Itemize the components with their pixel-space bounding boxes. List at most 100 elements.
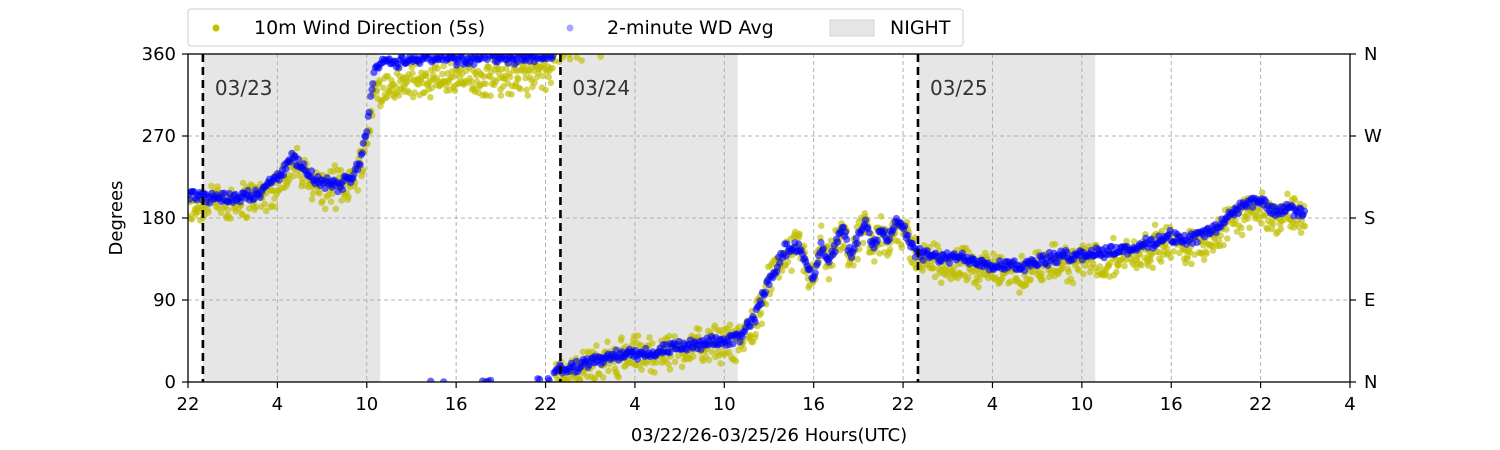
legend-frame [187, 8, 964, 47]
data-point [329, 190, 336, 197]
data-point [929, 264, 937, 272]
data-point [439, 70, 446, 78]
data-point [565, 376, 573, 382]
data-point [572, 357, 580, 365]
data-point [427, 377, 435, 382]
data-point [975, 283, 982, 291]
data-point [653, 359, 660, 366]
day-marker-label: 03/23 [215, 76, 273, 100]
data-point [593, 342, 600, 349]
data-point [271, 203, 279, 211]
y-tick-label: 180 [142, 208, 176, 229]
x-tick-label: 4 [272, 394, 283, 415]
data-point [757, 309, 765, 317]
data-point [814, 259, 822, 267]
data-point [1244, 215, 1252, 222]
data-point [1232, 217, 1239, 224]
data-point [876, 250, 883, 257]
data-point [651, 369, 658, 376]
data-point [1234, 209, 1242, 217]
y-axis-title: Degrees [106, 181, 127, 256]
data-point [859, 239, 867, 247]
data-point [309, 190, 317, 197]
x-tick-label: 16 [445, 394, 468, 415]
data-point [368, 86, 376, 94]
data-point [1147, 257, 1154, 265]
data-point [732, 357, 740, 365]
data-point [618, 334, 625, 342]
data-point [395, 64, 403, 72]
data-point [976, 276, 983, 284]
data-point [1069, 279, 1077, 287]
data-point [1138, 261, 1145, 269]
data-point [387, 86, 395, 93]
y-tick-label: 360 [142, 44, 176, 65]
data-point [751, 318, 759, 326]
data-point [1238, 224, 1245, 232]
data-point [1107, 259, 1114, 267]
data-point [853, 239, 862, 248]
data-point [566, 55, 574, 63]
data-point [514, 76, 522, 83]
data-point [817, 238, 825, 247]
data-point [1080, 270, 1087, 278]
data-point [339, 185, 347, 194]
data-point [338, 197, 345, 204]
data-point [1016, 289, 1023, 296]
data-point [576, 376, 584, 382]
data-point [1170, 248, 1177, 255]
y2-axis: N E S W N [1350, 44, 1382, 393]
data-point [1301, 223, 1309, 230]
data-point [531, 79, 538, 87]
legend-patch-night [829, 19, 875, 37]
y2-tick-label: W [1364, 126, 1382, 147]
data-point [1022, 281, 1030, 289]
data-point [666, 366, 674, 373]
data-point [523, 86, 530, 94]
data-point [649, 340, 656, 347]
data-point [359, 166, 367, 174]
data-point [1223, 226, 1230, 233]
data-point [1259, 189, 1266, 196]
data-point [279, 171, 287, 179]
data-point [885, 235, 894, 243]
data-point [536, 375, 544, 382]
data-point [711, 322, 719, 330]
y2-tick-label: N [1364, 372, 1377, 393]
data-point [950, 264, 958, 271]
data-point [308, 196, 316, 203]
data-point [359, 139, 367, 147]
legend-label-wd-avg: 2-minute WD Avg [607, 17, 774, 39]
day-marker-label: 03/25 [930, 76, 988, 100]
data-point [671, 333, 678, 340]
data-point [1258, 220, 1265, 227]
data-point [434, 65, 442, 72]
data-point [695, 326, 703, 333]
legend-marker-wind-direction [212, 24, 220, 32]
data-point [579, 348, 587, 356]
x-tick-label: 10 [713, 394, 736, 415]
data-point [736, 323, 743, 331]
data-point [919, 256, 927, 264]
data-point [788, 267, 795, 275]
data-point [1149, 264, 1157, 272]
data-point [757, 300, 765, 308]
data-point [784, 258, 792, 266]
data-point [261, 200, 269, 208]
data-point [825, 276, 833, 283]
data-point [795, 240, 803, 248]
x-tick-label: 4 [1344, 394, 1355, 415]
data-point [208, 182, 215, 190]
legend-label-night: NIGHT [890, 17, 951, 39]
data-point [1248, 203, 1257, 211]
data-point [842, 228, 850, 236]
data-point [865, 229, 873, 237]
y-tick-label: 270 [142, 126, 176, 147]
data-point [615, 373, 622, 381]
data-point [705, 356, 713, 364]
data-point [369, 80, 377, 88]
data-point [646, 334, 653, 341]
data-point [877, 213, 885, 220]
data-point [411, 89, 419, 96]
